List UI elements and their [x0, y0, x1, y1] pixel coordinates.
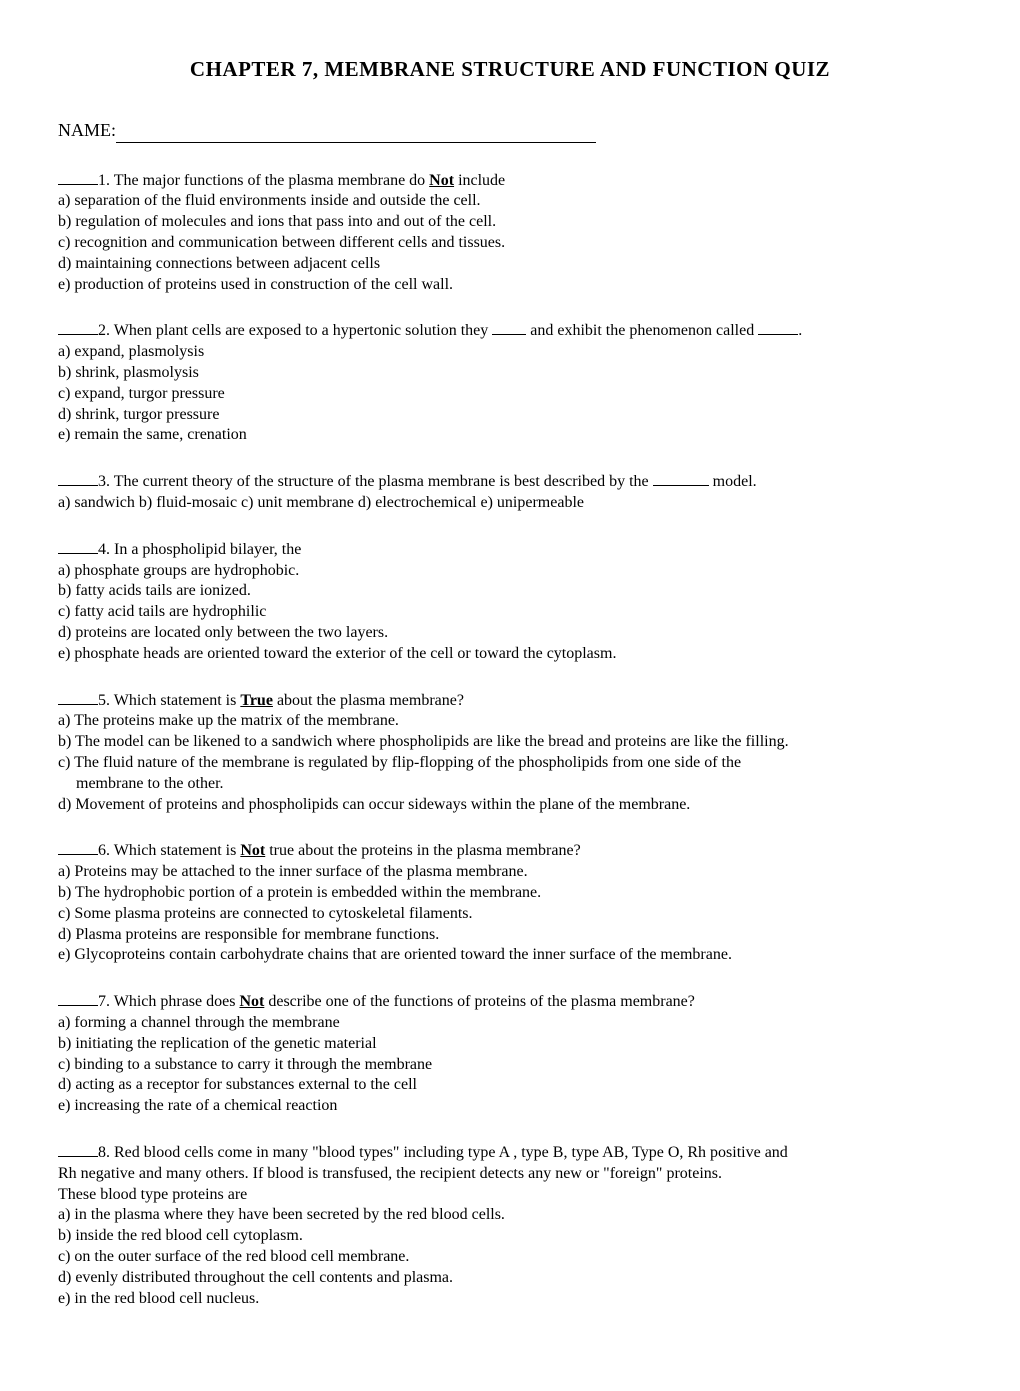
- answer-blank[interactable]: [58, 704, 98, 705]
- option-c-line1: c) The fluid nature of the membrane is r…: [58, 753, 962, 774]
- option-b: b) The model can be likened to a sandwic…: [58, 732, 962, 753]
- option-d: d) Movement of proteins and phospholipid…: [58, 795, 962, 816]
- q-prompt: true about the proteins in the plasma me…: [265, 842, 580, 859]
- answer-blank[interactable]: [58, 485, 98, 486]
- answer-blank[interactable]: [58, 334, 98, 335]
- option-a: a) forming a channel through the membran…: [58, 1013, 962, 1034]
- q-emph: Not: [240, 842, 265, 859]
- option-d: d) Plasma proteins are responsible for m…: [58, 925, 962, 946]
- answer-blank[interactable]: [58, 1156, 98, 1157]
- option-e: e) Glycoproteins contain carbohydrate ch…: [58, 945, 962, 966]
- option-d: d) proteins are located only between the…: [58, 623, 962, 644]
- option-b: b) regulation of molecules and ions that…: [58, 212, 962, 233]
- q-prompt: .: [798, 322, 802, 339]
- option-e: e) in the red blood cell nucleus.: [58, 1289, 962, 1310]
- option-c: c) Some plasma proteins are connected to…: [58, 904, 962, 925]
- answer-blank[interactable]: [58, 1005, 98, 1006]
- option-c: c) fatty acid tails are hydrophilic: [58, 602, 962, 623]
- q-prompt: include: [454, 172, 505, 189]
- option-d: d) shrink, turgor pressure: [58, 405, 962, 426]
- q-prompt: 1. The major functions of the plasma mem…: [98, 172, 429, 189]
- option-a: a) Proteins may be attached to the inner…: [58, 862, 962, 883]
- option-a: a) The proteins make up the matrix of th…: [58, 711, 962, 732]
- question-3: 3. The current theory of the structure o…: [58, 472, 962, 514]
- question-1: 1. The major functions of the plasma mem…: [58, 171, 962, 296]
- question-5: 5. Which statement is True about the pla…: [58, 691, 962, 816]
- question-2: 2. When plant cells are exposed to a hyp…: [58, 321, 962, 446]
- q-prompt: model.: [709, 473, 757, 490]
- option-c: c) on the outer surface of the red blood…: [58, 1247, 962, 1268]
- option-b: b) initiating the replication of the gen…: [58, 1034, 962, 1055]
- option-b: b) The hydrophobic portion of a protein …: [58, 883, 962, 904]
- q-emph: Not: [429, 172, 454, 189]
- option-a: a) separation of the fluid environments …: [58, 191, 962, 212]
- answer-blank[interactable]: [58, 184, 98, 185]
- option-d: d) evenly distributed throughout the cel…: [58, 1268, 962, 1289]
- option-d: d) acting as a receptor for substances e…: [58, 1075, 962, 1096]
- answer-blank[interactable]: [58, 553, 98, 554]
- option-c: c) expand, turgor pressure: [58, 384, 962, 405]
- q-prompt: about the plasma membrane?: [273, 692, 464, 709]
- q-prompt: 8. Red blood cells come in many "blood t…: [98, 1144, 788, 1161]
- q-emph: Not: [239, 993, 264, 1010]
- q-prompt: Rh negative and many others. If blood is…: [58, 1164, 962, 1185]
- option-e: e) remain the same, crenation: [58, 425, 962, 446]
- q-prompt: 5. Which statement is: [98, 692, 240, 709]
- option-a: a) in the plasma where they have been se…: [58, 1205, 962, 1226]
- question-4: 4. In a phospholipid bilayer, the a) pho…: [58, 540, 962, 665]
- option-d: d) maintaining connections between adjac…: [58, 254, 962, 275]
- option-c: c) binding to a substance to carry it th…: [58, 1055, 962, 1076]
- option-b: b) fatty acids tails are ionized.: [58, 581, 962, 602]
- q-prompt: 3. The current theory of the structure o…: [98, 473, 653, 490]
- fill-blank[interactable]: [492, 334, 526, 335]
- option-a: a) expand, plasmolysis: [58, 342, 962, 363]
- option-c: c) recognition and communication between…: [58, 233, 962, 254]
- option-b: b) shrink, plasmolysis: [58, 363, 962, 384]
- name-label: NAME:: [58, 120, 116, 140]
- q-prompt: 2. When plant cells are exposed to a hyp…: [98, 322, 492, 339]
- q-emph: True: [240, 692, 273, 709]
- option-e: e) production of proteins used in constr…: [58, 275, 962, 296]
- fill-blank[interactable]: [758, 334, 798, 335]
- q-prompt: 7. Which phrase does: [98, 993, 239, 1010]
- name-field: NAME:: [58, 119, 962, 142]
- q-prompt: 6. Which statement is: [98, 842, 240, 859]
- answer-blank[interactable]: [58, 854, 98, 855]
- question-6: 6. Which statement is Not true about the…: [58, 841, 962, 966]
- option-b: b) inside the red blood cell cytoplasm.: [58, 1226, 962, 1247]
- q-prompt: describe one of the functions of protein…: [264, 993, 695, 1010]
- option-e: e) increasing the rate of a chemical rea…: [58, 1096, 962, 1117]
- name-blank[interactable]: [116, 142, 596, 143]
- q-prompt: These blood type proteins are: [58, 1185, 962, 1206]
- q-prompt: 4. In a phospholipid bilayer, the: [98, 541, 301, 558]
- question-8: 8. Red blood cells come in many "blood t…: [58, 1143, 962, 1309]
- option-c-line2: membrane to the other.: [58, 774, 962, 795]
- option-a: a) phosphate groups are hydrophobic.: [58, 561, 962, 582]
- question-7: 7. Which phrase does Not describe one of…: [58, 992, 962, 1117]
- options-inline: a) sandwich b) fluid-mosaic c) unit memb…: [58, 493, 962, 514]
- page-title: CHAPTER 7, MEMBRANE STRUCTURE AND FUNCTI…: [58, 56, 962, 83]
- option-e: e) phosphate heads are oriented toward t…: [58, 644, 962, 665]
- q-prompt: and exhibit the phenomenon called: [526, 322, 758, 339]
- fill-blank[interactable]: [653, 485, 709, 486]
